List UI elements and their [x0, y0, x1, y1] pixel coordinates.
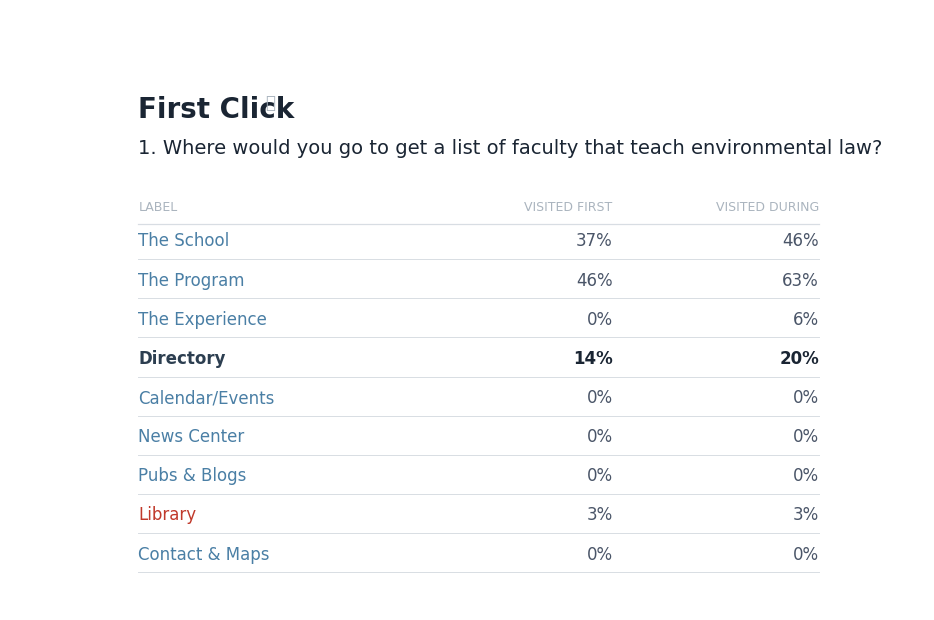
Text: VISITED DURING: VISITED DURING: [715, 201, 819, 214]
Text: 0%: 0%: [587, 467, 613, 485]
Text: 0%: 0%: [793, 467, 819, 485]
Text: 46%: 46%: [576, 272, 613, 290]
Text: Library: Library: [138, 507, 196, 525]
Text: Calendar/Events: Calendar/Events: [138, 389, 275, 407]
Text: ⓘ: ⓘ: [265, 94, 276, 112]
Text: 20%: 20%: [779, 350, 819, 368]
Text: 0%: 0%: [793, 389, 819, 407]
Text: The Experience: The Experience: [138, 311, 267, 329]
Text: 3%: 3%: [793, 507, 819, 525]
Text: Directory: Directory: [138, 350, 226, 368]
Text: 0%: 0%: [587, 428, 613, 446]
Text: First Click: First Click: [138, 96, 295, 124]
Text: 37%: 37%: [576, 232, 613, 250]
Text: 0%: 0%: [793, 428, 819, 446]
Text: News Center: News Center: [138, 428, 245, 446]
Text: 6%: 6%: [793, 311, 819, 329]
Text: 3%: 3%: [587, 507, 613, 525]
Text: LABEL: LABEL: [138, 201, 177, 214]
Text: 0%: 0%: [793, 546, 819, 564]
Text: The School: The School: [138, 232, 230, 250]
Text: Contact & Maps: Contact & Maps: [138, 546, 270, 564]
Text: VISITED FIRST: VISITED FIRST: [524, 201, 613, 214]
Text: Pubs & Blogs: Pubs & Blogs: [138, 467, 247, 485]
Text: 46%: 46%: [783, 232, 819, 250]
Text: 0%: 0%: [587, 311, 613, 329]
Text: The Program: The Program: [138, 272, 245, 290]
Text: 63%: 63%: [782, 272, 819, 290]
Text: 0%: 0%: [587, 389, 613, 407]
Text: 14%: 14%: [573, 350, 613, 368]
Text: 1. Where would you go to get a list of faculty that teach environmental law?: 1. Where would you go to get a list of f…: [138, 139, 883, 158]
Text: 0%: 0%: [587, 546, 613, 564]
